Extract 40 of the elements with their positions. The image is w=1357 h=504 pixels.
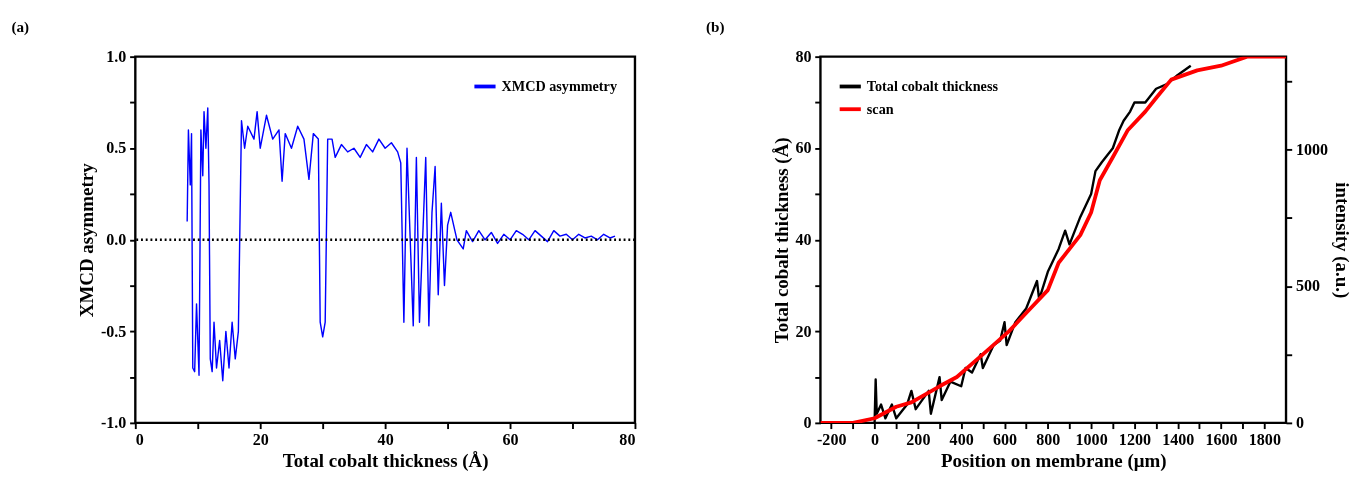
- legend-label: Total cobalt thickness: [866, 78, 999, 95]
- x-tick-label: 1000: [1075, 431, 1108, 449]
- y-tick-label: 0: [803, 414, 812, 432]
- y2-axis-title: intensity (a.u.): [1330, 182, 1353, 299]
- y2-tick-label: 0: [1295, 414, 1305, 432]
- y-tick-label: 20: [795, 322, 812, 340]
- legend-label: scan: [866, 100, 894, 117]
- x-tick-label: 1600: [1205, 431, 1238, 449]
- y-axis-title: XMCD asymmetry: [76, 162, 98, 318]
- x-tick-label: 800: [1036, 431, 1061, 449]
- x-tick-label: 0: [135, 431, 144, 449]
- x-axis-title: Position on membrane (μm): [940, 449, 1167, 472]
- y-tick-label: 1.0: [106, 47, 127, 65]
- y-tick-label: 0.0: [106, 231, 127, 248]
- y2-tick-label: 1000: [1295, 140, 1329, 158]
- legend-label: XMCD asymmetry: [501, 78, 617, 95]
- x-tick-label: 600: [992, 431, 1018, 449]
- y-tick-label: 60: [795, 139, 812, 157]
- x-tick-label: 1400: [1162, 431, 1195, 449]
- x-tick-label: 1200: [1118, 431, 1151, 449]
- y-tick-label: 40: [795, 231, 812, 248]
- x-tick-label: 1800: [1248, 431, 1281, 449]
- x-axis-title: Total cobalt thickness (Å): [282, 449, 489, 472]
- y-axis-title: Total cobalt thickness (Å): [770, 137, 793, 344]
- line-series: [186, 107, 616, 382]
- y2-tick-label: 500: [1295, 277, 1321, 295]
- x-tick-label: 60: [502, 431, 519, 449]
- x-tick-label: -200: [817, 431, 847, 449]
- chart-title: (b): [705, 19, 725, 37]
- x-tick-label: 20: [252, 431, 269, 449]
- x-tick-label: 0: [871, 431, 880, 449]
- y-tick-label: -0.5: [100, 322, 127, 340]
- x-tick-label: 200: [906, 431, 931, 449]
- chart-title: (a): [11, 19, 30, 37]
- x-tick-label: 400: [949, 431, 974, 449]
- y-tick-label: -1.0: [100, 414, 127, 432]
- x-tick-label: 80: [619, 431, 636, 449]
- y-tick-label: 0.5: [106, 139, 127, 157]
- x-tick-label: 40: [377, 431, 394, 449]
- y-tick-label: 80: [795, 47, 812, 65]
